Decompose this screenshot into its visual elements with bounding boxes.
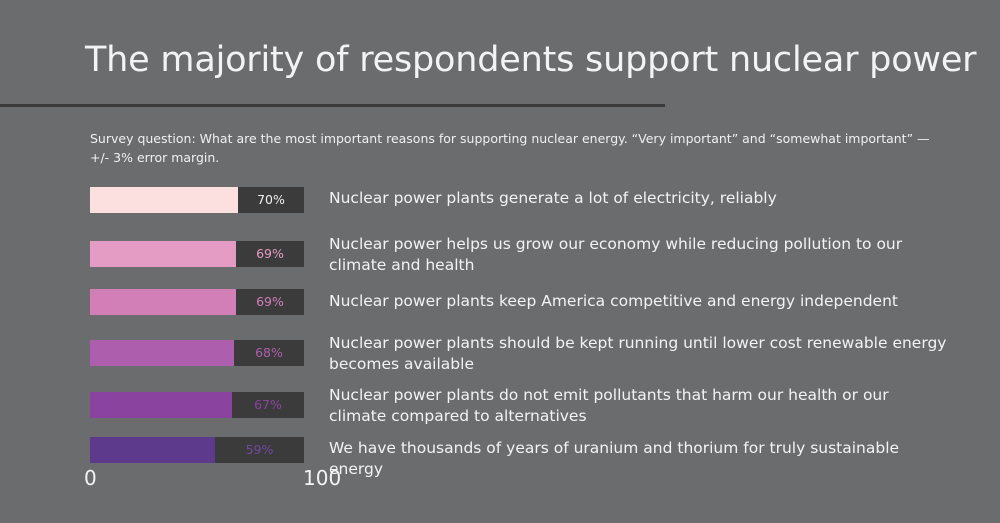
bar-track: 68%: [90, 340, 304, 366]
bar-value-label: 70%: [257, 192, 285, 207]
bar-track: 69%: [90, 289, 304, 315]
category-label: Nuclear power helps us grow our economy …: [329, 235, 903, 274]
category-label: Nuclear power plants generate a lot of e…: [329, 189, 777, 207]
bar-value-label: 67%: [254, 397, 282, 412]
bar: [90, 437, 215, 463]
title-divider: [0, 104, 665, 107]
bar-value-label: 69%: [256, 246, 284, 261]
bar-value-label: 68%: [255, 345, 283, 360]
category-label: We have thousands of years of uranium an…: [329, 439, 900, 478]
category-label: Nuclear power plants should be kept runn…: [329, 334, 947, 373]
axis-tick-max: 100: [303, 466, 342, 490]
bar: [90, 340, 234, 366]
bar-track: 67%: [90, 392, 304, 418]
bar: [90, 289, 236, 315]
bar: [90, 187, 238, 213]
category-label: Nuclear power plants keep America compet…: [329, 292, 898, 310]
category-label: Nuclear power plants do not emit polluta…: [329, 386, 889, 425]
bar-value-label: 69%: [256, 294, 284, 309]
bar: [90, 392, 232, 418]
axis-tick-min: 0: [84, 466, 97, 490]
bar: [90, 241, 236, 267]
bar-track: 69%: [90, 241, 304, 267]
bar-value-label: 59%: [245, 442, 274, 457]
chart-title: The majority of respondents support nucl…: [85, 40, 977, 80]
chart-subtitle: Survey question: What are the most impor…: [90, 131, 930, 165]
bar-track: 70%: [90, 187, 304, 213]
bar-track: 59%: [90, 437, 304, 463]
